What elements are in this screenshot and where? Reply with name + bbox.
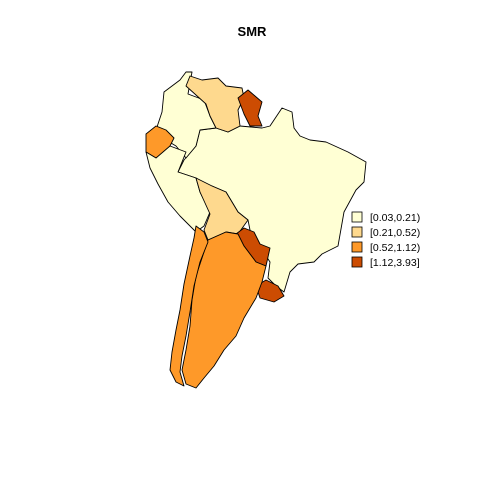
legend-entry: [0.21,0.52): [351, 226, 420, 239]
legend-label: [0.21,0.52): [370, 227, 420, 239]
region-argentina: [181, 231, 267, 389]
region-uruguay: [255, 279, 285, 303]
legend-swatch: [351, 226, 363, 238]
legend-label: [0.52,1.12): [370, 242, 420, 254]
legend-swatch: [351, 211, 363, 223]
region-chile: [169, 225, 209, 387]
legend-entry: [0.52,1.12): [351, 241, 420, 254]
legend-label: [1.12,3.93]: [370, 257, 420, 269]
region-guyana: [237, 89, 263, 127]
legend-swatch: [351, 256, 363, 268]
legend-entry: [1.12,3.93]: [351, 256, 420, 269]
legend-entry: [0.03,0.21): [351, 211, 420, 224]
legend-label: [0.03,0.21): [370, 212, 420, 224]
legend-swatch: [351, 241, 363, 253]
map-title: SMR: [238, 24, 268, 39]
map-legend: [0.03,0.21) [0.21,0.52) [0.52,1.12) [1.12,3…: [351, 211, 420, 269]
